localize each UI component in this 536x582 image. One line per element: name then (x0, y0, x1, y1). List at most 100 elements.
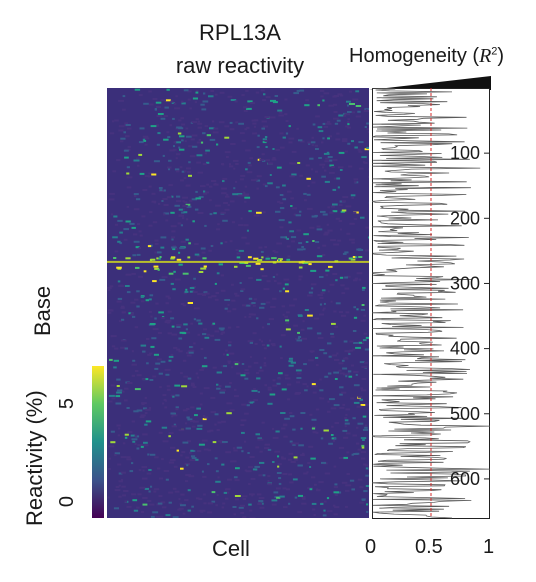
heatmap-cell (142, 469, 145, 472)
heatmap-cell (108, 394, 115, 397)
heatmap-cell (319, 378, 322, 381)
heatmap-cell (364, 249, 369, 252)
heatmap-cell (201, 365, 208, 368)
heatmap-cell (173, 102, 177, 105)
heatmap-cell (324, 180, 330, 183)
heatmap-cell (336, 352, 339, 355)
heatmap-cell (290, 197, 294, 200)
heatmap-cell (261, 127, 265, 130)
heatmap-cell (208, 296, 212, 299)
heatmap-cell (357, 395, 363, 398)
heatmap-cell (339, 94, 344, 97)
heatmap-cell (111, 213, 113, 216)
heatmap-cell (365, 336, 369, 339)
heatmap-cell (261, 344, 266, 346)
heatmap-cell (285, 322, 289, 324)
heatmap-cell (281, 457, 286, 460)
heatmap-cell (279, 226, 284, 229)
heatmap-cell (185, 456, 190, 459)
heatmap-cell (173, 141, 177, 144)
heatmap-cell (176, 200, 182, 203)
heatmap-cell (327, 120, 331, 123)
heatmap-cell (279, 202, 284, 204)
heatmap-cell (145, 408, 151, 411)
heatmap-cell (204, 416, 209, 419)
heatmap-cell (344, 251, 349, 254)
heatmap-cell (174, 204, 180, 207)
heatmap-cell (144, 175, 150, 178)
heatmap-cell (180, 372, 183, 375)
heatmap-cell (266, 255, 269, 258)
heatmap-cell (109, 285, 114, 288)
heatmap-cell (319, 297, 324, 299)
heatmap-cell (244, 412, 249, 415)
heatmap-cell (338, 457, 344, 459)
heatmap-cell (122, 95, 126, 98)
heatmap-cell (303, 472, 308, 475)
homogeneity-title: Homogeneity (R2) (349, 45, 505, 67)
heatmap-cell (308, 445, 314, 448)
heatmap-cell (244, 440, 247, 443)
heatmap-cell (240, 424, 245, 426)
heatmap-cell (233, 187, 236, 190)
heatmap-cell (244, 200, 247, 203)
heatmap-cell (303, 233, 309, 236)
heatmap-cell (301, 452, 305, 455)
heatmap-cell (357, 478, 363, 481)
heatmap-cell (310, 457, 316, 460)
heatmap-cell (260, 268, 264, 271)
heatmap-cell (243, 191, 246, 194)
heatmap-cell (125, 257, 131, 260)
heatmap-cell (350, 258, 356, 261)
heatmap-cell (150, 453, 156, 456)
heatmap-cell (175, 157, 178, 160)
heatmap-cell (113, 507, 119, 510)
heatmap-cell (339, 386, 344, 389)
heatmap-cell (135, 247, 140, 250)
heatmap-cell (226, 156, 229, 158)
heatmap-cell (282, 313, 285, 316)
heatmap-cell (272, 250, 276, 252)
heatmap-cell (113, 366, 117, 369)
heatmap-cell (295, 369, 302, 372)
heatmap-cell (124, 156, 129, 159)
heatmap-cell (309, 157, 314, 160)
heatmap-cell (134, 434, 137, 437)
heatmap-cell (324, 500, 327, 503)
heatmap-cell (262, 211, 266, 214)
heatmap-cell (299, 89, 305, 92)
heatmap-cell (214, 338, 221, 341)
heatmap-cell (187, 302, 193, 304)
heatmap-cell (148, 90, 152, 93)
heatmap-cell (157, 332, 162, 334)
heatmap-cell (219, 391, 225, 394)
heatmap-cell (125, 273, 132, 276)
heatmap-cell (131, 420, 135, 423)
heatmap-cell (161, 458, 164, 461)
heatmap-cell (204, 152, 207, 155)
heatmap-cell (131, 272, 136, 275)
heatmap-cell (193, 450, 196, 452)
heatmap-cell (275, 186, 280, 189)
heatmap-cell (344, 287, 350, 290)
heatmap-cell (252, 304, 256, 307)
homogeneity-wedge (369, 76, 491, 90)
heatmap-cell (310, 269, 317, 272)
heatmap-cell (323, 352, 328, 355)
heatmap-cell (233, 361, 239, 363)
heatmap-cell (155, 362, 161, 365)
heatmap-cell (319, 389, 324, 392)
heatmap-cell (271, 257, 277, 260)
heatmap-cell (348, 257, 353, 260)
heatmap-cell (228, 344, 232, 347)
heatmap-cell (241, 403, 246, 406)
heatmap-cell (359, 501, 364, 504)
heatmap-cell (257, 134, 260, 137)
heatmap-cell (164, 406, 168, 409)
heatmap-cell (363, 332, 368, 335)
heatmap-cell (248, 400, 253, 403)
heatmap-cell (323, 152, 330, 155)
heatmap-cell (241, 94, 245, 97)
heatmap-cell (304, 309, 309, 311)
heatmap-cell (341, 481, 348, 484)
